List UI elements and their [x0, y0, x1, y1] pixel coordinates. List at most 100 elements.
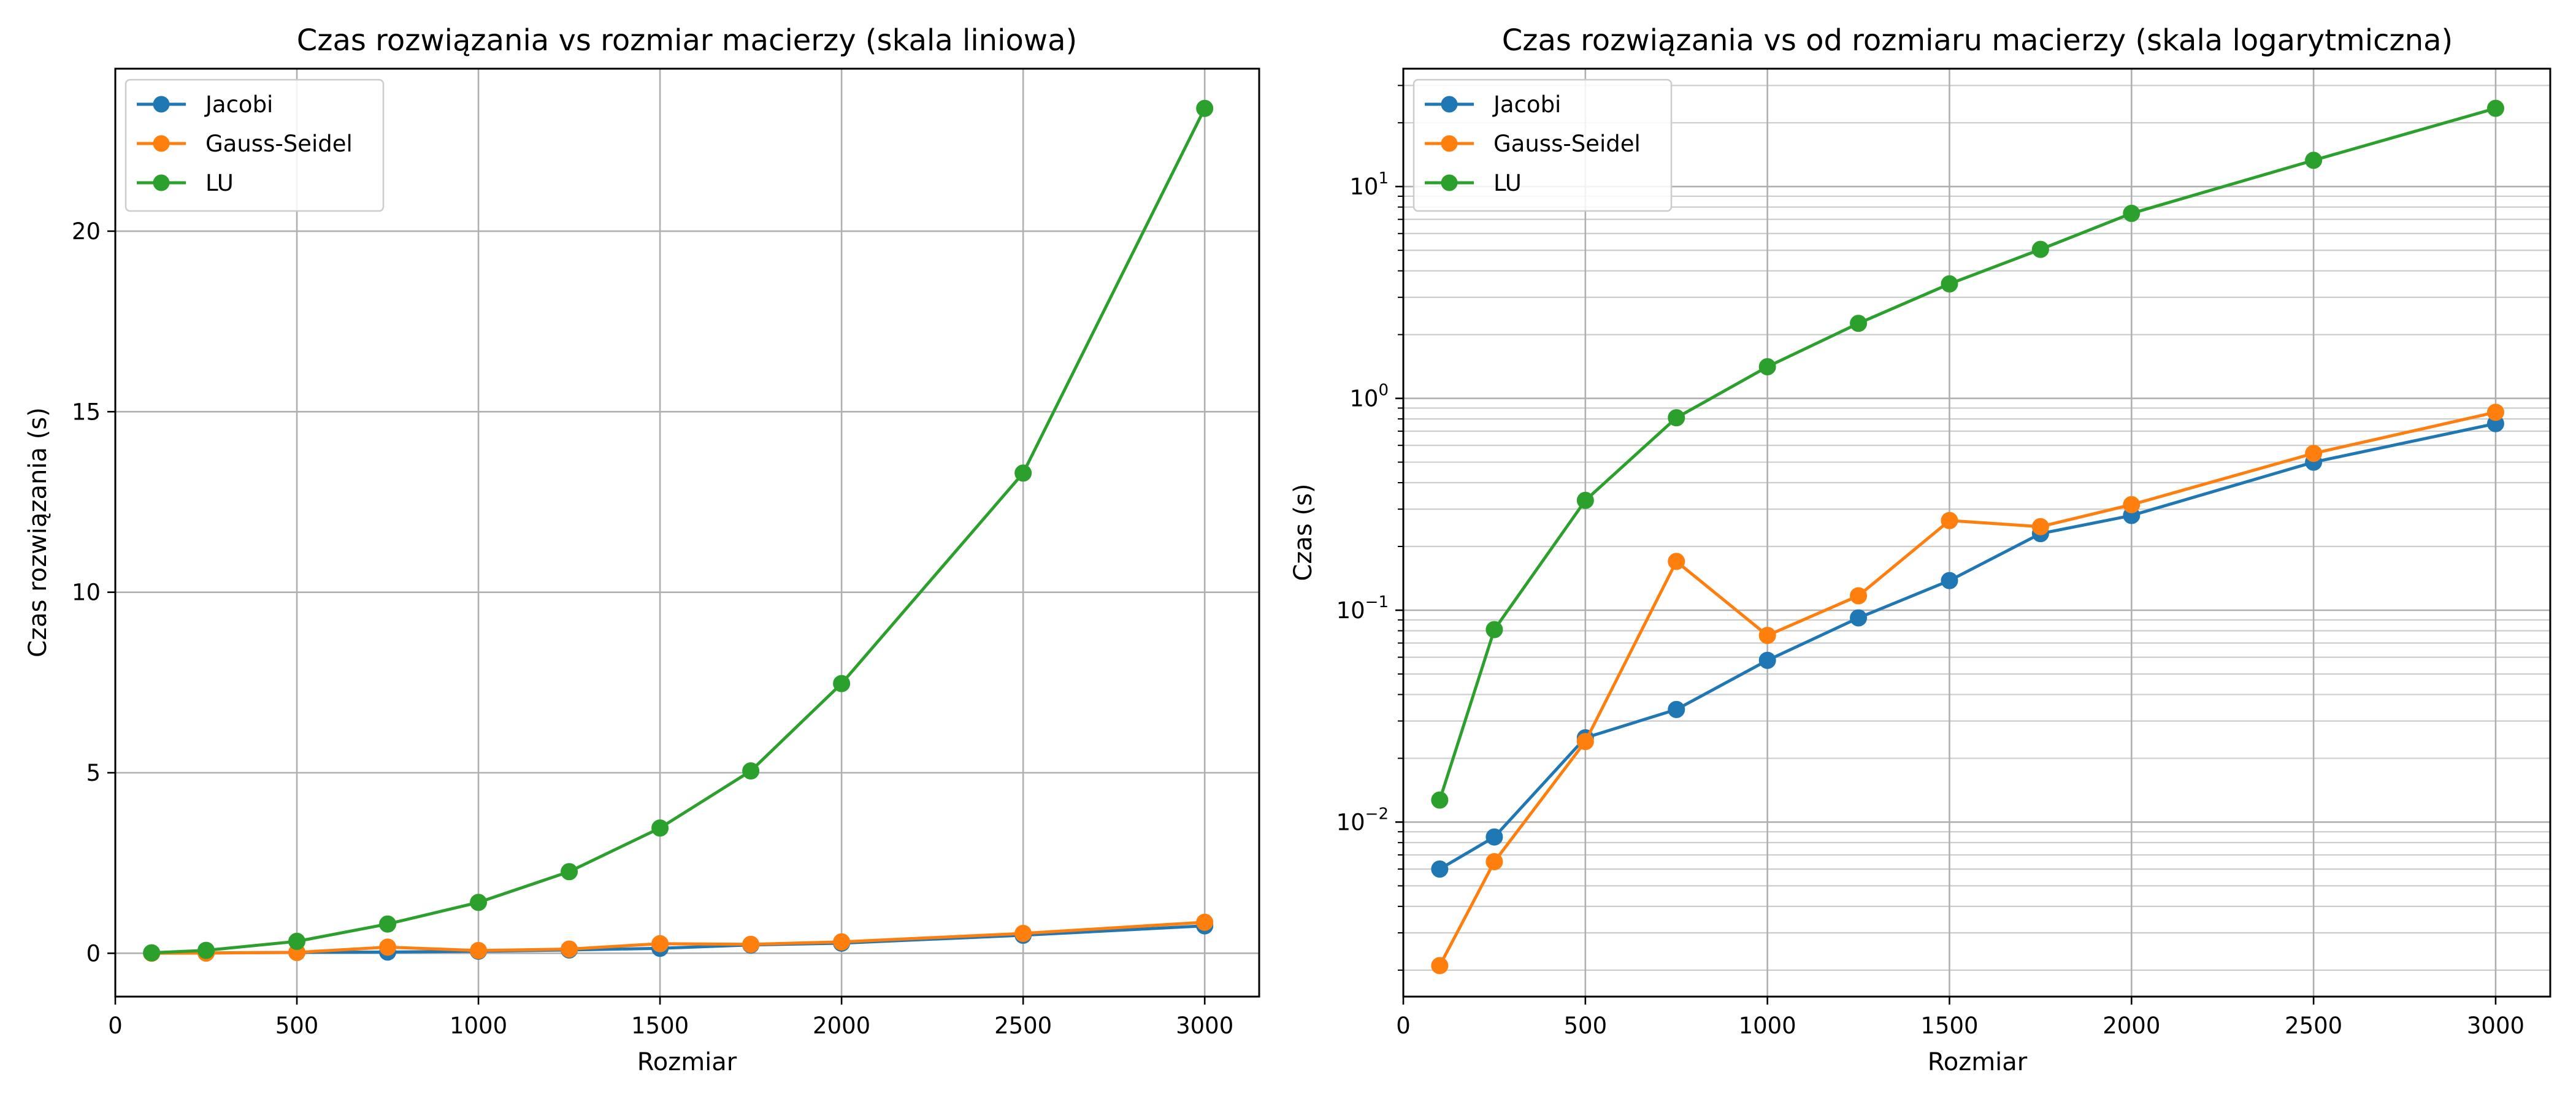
- x-tick-label: 2000: [2103, 1013, 2160, 1039]
- data-point: [2123, 204, 2141, 222]
- y-tick-label: 15: [72, 399, 101, 425]
- x-tick-label: 1000: [450, 1013, 507, 1039]
- y-tick-label: 10−1: [1336, 593, 1389, 624]
- linear-x-axis-label: Rozmiar: [637, 1048, 737, 1076]
- legend-marker: [153, 135, 170, 152]
- linear-plot-frame: [114, 67, 1260, 998]
- data-point: [1758, 627, 1776, 645]
- data-point: [2031, 240, 2049, 258]
- data-point: [1758, 358, 1776, 376]
- log-chart: Czas rozwiązania vs od rozmiaru macierzy…: [1289, 23, 2551, 1076]
- x-tick-label: 0: [108, 1013, 123, 1039]
- x-tick-label: 500: [1564, 1013, 1608, 1039]
- data-point: [1014, 464, 1032, 482]
- x-tick-label: 1500: [631, 1013, 689, 1039]
- data-point: [1485, 621, 1503, 638]
- x-tick-label: 500: [275, 1013, 319, 1039]
- data-point: [2305, 445, 2323, 462]
- data-point: [197, 941, 215, 959]
- x-tick-label: 2000: [813, 1013, 870, 1039]
- data-point: [1941, 511, 1958, 529]
- data-point: [833, 933, 851, 951]
- y-tick-label: 0: [86, 940, 101, 967]
- log-legend: Jacobi Gauss-Seidel LU: [1413, 79, 1673, 212]
- linear-chart: Czas rozwiązania vs rozmiar macierzy (sk…: [24, 23, 1260, 1076]
- data-point: [1850, 315, 1868, 332]
- log-x-axis-label: Rozmiar: [1928, 1048, 2028, 1076]
- linear-grid: [114, 69, 1259, 997]
- y-tick-label: 10: [72, 580, 101, 606]
- data-point: [1758, 651, 1776, 669]
- legend-box: [125, 79, 385, 212]
- legend-marker: [153, 174, 170, 191]
- linear-y-axis-label: Czas rozwiązania (s): [24, 407, 52, 657]
- data-point: [2123, 496, 2141, 513]
- legend-label: Gauss-Seidel: [1493, 131, 1641, 157]
- data-point: [742, 762, 760, 780]
- y-tick-label: 20: [72, 218, 101, 245]
- x-tick-label: 3000: [2467, 1013, 2524, 1039]
- linear-chart-title: Czas rozwiązania vs rozmiar macierzy (sk…: [297, 23, 1077, 58]
- log-chart-title: Czas rozwiązania vs od rozmiaru macierzy…: [1502, 23, 2453, 58]
- data-point: [1668, 553, 1685, 570]
- x-tick-label: 2500: [2285, 1013, 2342, 1039]
- log-y-axis-label: Czas (s): [1289, 483, 1317, 581]
- series-line: [151, 107, 1206, 955]
- y-tick-label: 101: [1349, 169, 1389, 200]
- data-point: [561, 940, 578, 958]
- x-tick-label: 1000: [1739, 1013, 1796, 1039]
- legend-label: Jacobi: [204, 91, 273, 118]
- x-tick-label: 0: [1396, 1013, 1411, 1039]
- data-point: [1668, 700, 1685, 718]
- data-point: [470, 894, 488, 911]
- data-point: [1431, 957, 1449, 975]
- y-tick-label: 5: [86, 760, 101, 786]
- log-series: [1431, 99, 2504, 975]
- linear-series: [143, 99, 1214, 962]
- legend-label: Jacobi: [1492, 91, 1561, 118]
- data-point: [2305, 151, 2323, 169]
- data-point: [1485, 828, 1503, 846]
- data-point: [1576, 733, 1594, 751]
- data-point: [470, 941, 488, 959]
- y-tick-label: 10−2: [1336, 805, 1389, 835]
- data-point: [379, 915, 397, 933]
- data-point: [1431, 860, 1449, 878]
- data-point: [742, 935, 760, 953]
- data-point: [1431, 791, 1449, 809]
- data-point: [2486, 99, 2504, 117]
- data-point: [1850, 609, 1868, 627]
- data-point: [1941, 275, 1958, 293]
- y-tick-label: 100: [1349, 381, 1389, 412]
- data-point: [1941, 572, 1958, 589]
- data-point: [143, 944, 161, 962]
- data-point: [1576, 491, 1594, 509]
- series-line: [1438, 410, 2496, 967]
- legend-marker: [1441, 174, 1458, 191]
- series-line: [1438, 107, 2496, 801]
- data-point: [1196, 913, 1214, 931]
- data-point: [1014, 924, 1032, 942]
- data-point: [2486, 404, 2504, 421]
- legend-label: Gauss-Seidel: [205, 131, 353, 157]
- data-point: [651, 935, 669, 952]
- data-point: [1668, 409, 1685, 427]
- x-tick-label: 1500: [1920, 1013, 1978, 1039]
- data-point: [561, 863, 578, 881]
- linear-legend: Jacobi Gauss-Seidel LU: [125, 79, 385, 212]
- linear-ticks: 0 500 1000 1500 2000 2500 3000 0 5 10 15 20: [72, 218, 1233, 1039]
- data-point: [379, 938, 397, 956]
- legend-marker: [153, 96, 170, 113]
- log-plot-frame: [1402, 67, 2551, 998]
- data-point: [833, 675, 851, 692]
- legend-marker: [1441, 135, 1458, 152]
- data-point: [1196, 99, 1214, 117]
- data-point: [1850, 587, 1868, 605]
- log-ticks: 0 500 1000 1500 2000 2500 3000 10−2 10−1 100 101: [1336, 85, 2524, 1039]
- x-tick-label: 2500: [994, 1013, 1052, 1039]
- data-point: [651, 819, 669, 837]
- legend-marker: [1441, 96, 1458, 113]
- data-point: [2031, 518, 2049, 535]
